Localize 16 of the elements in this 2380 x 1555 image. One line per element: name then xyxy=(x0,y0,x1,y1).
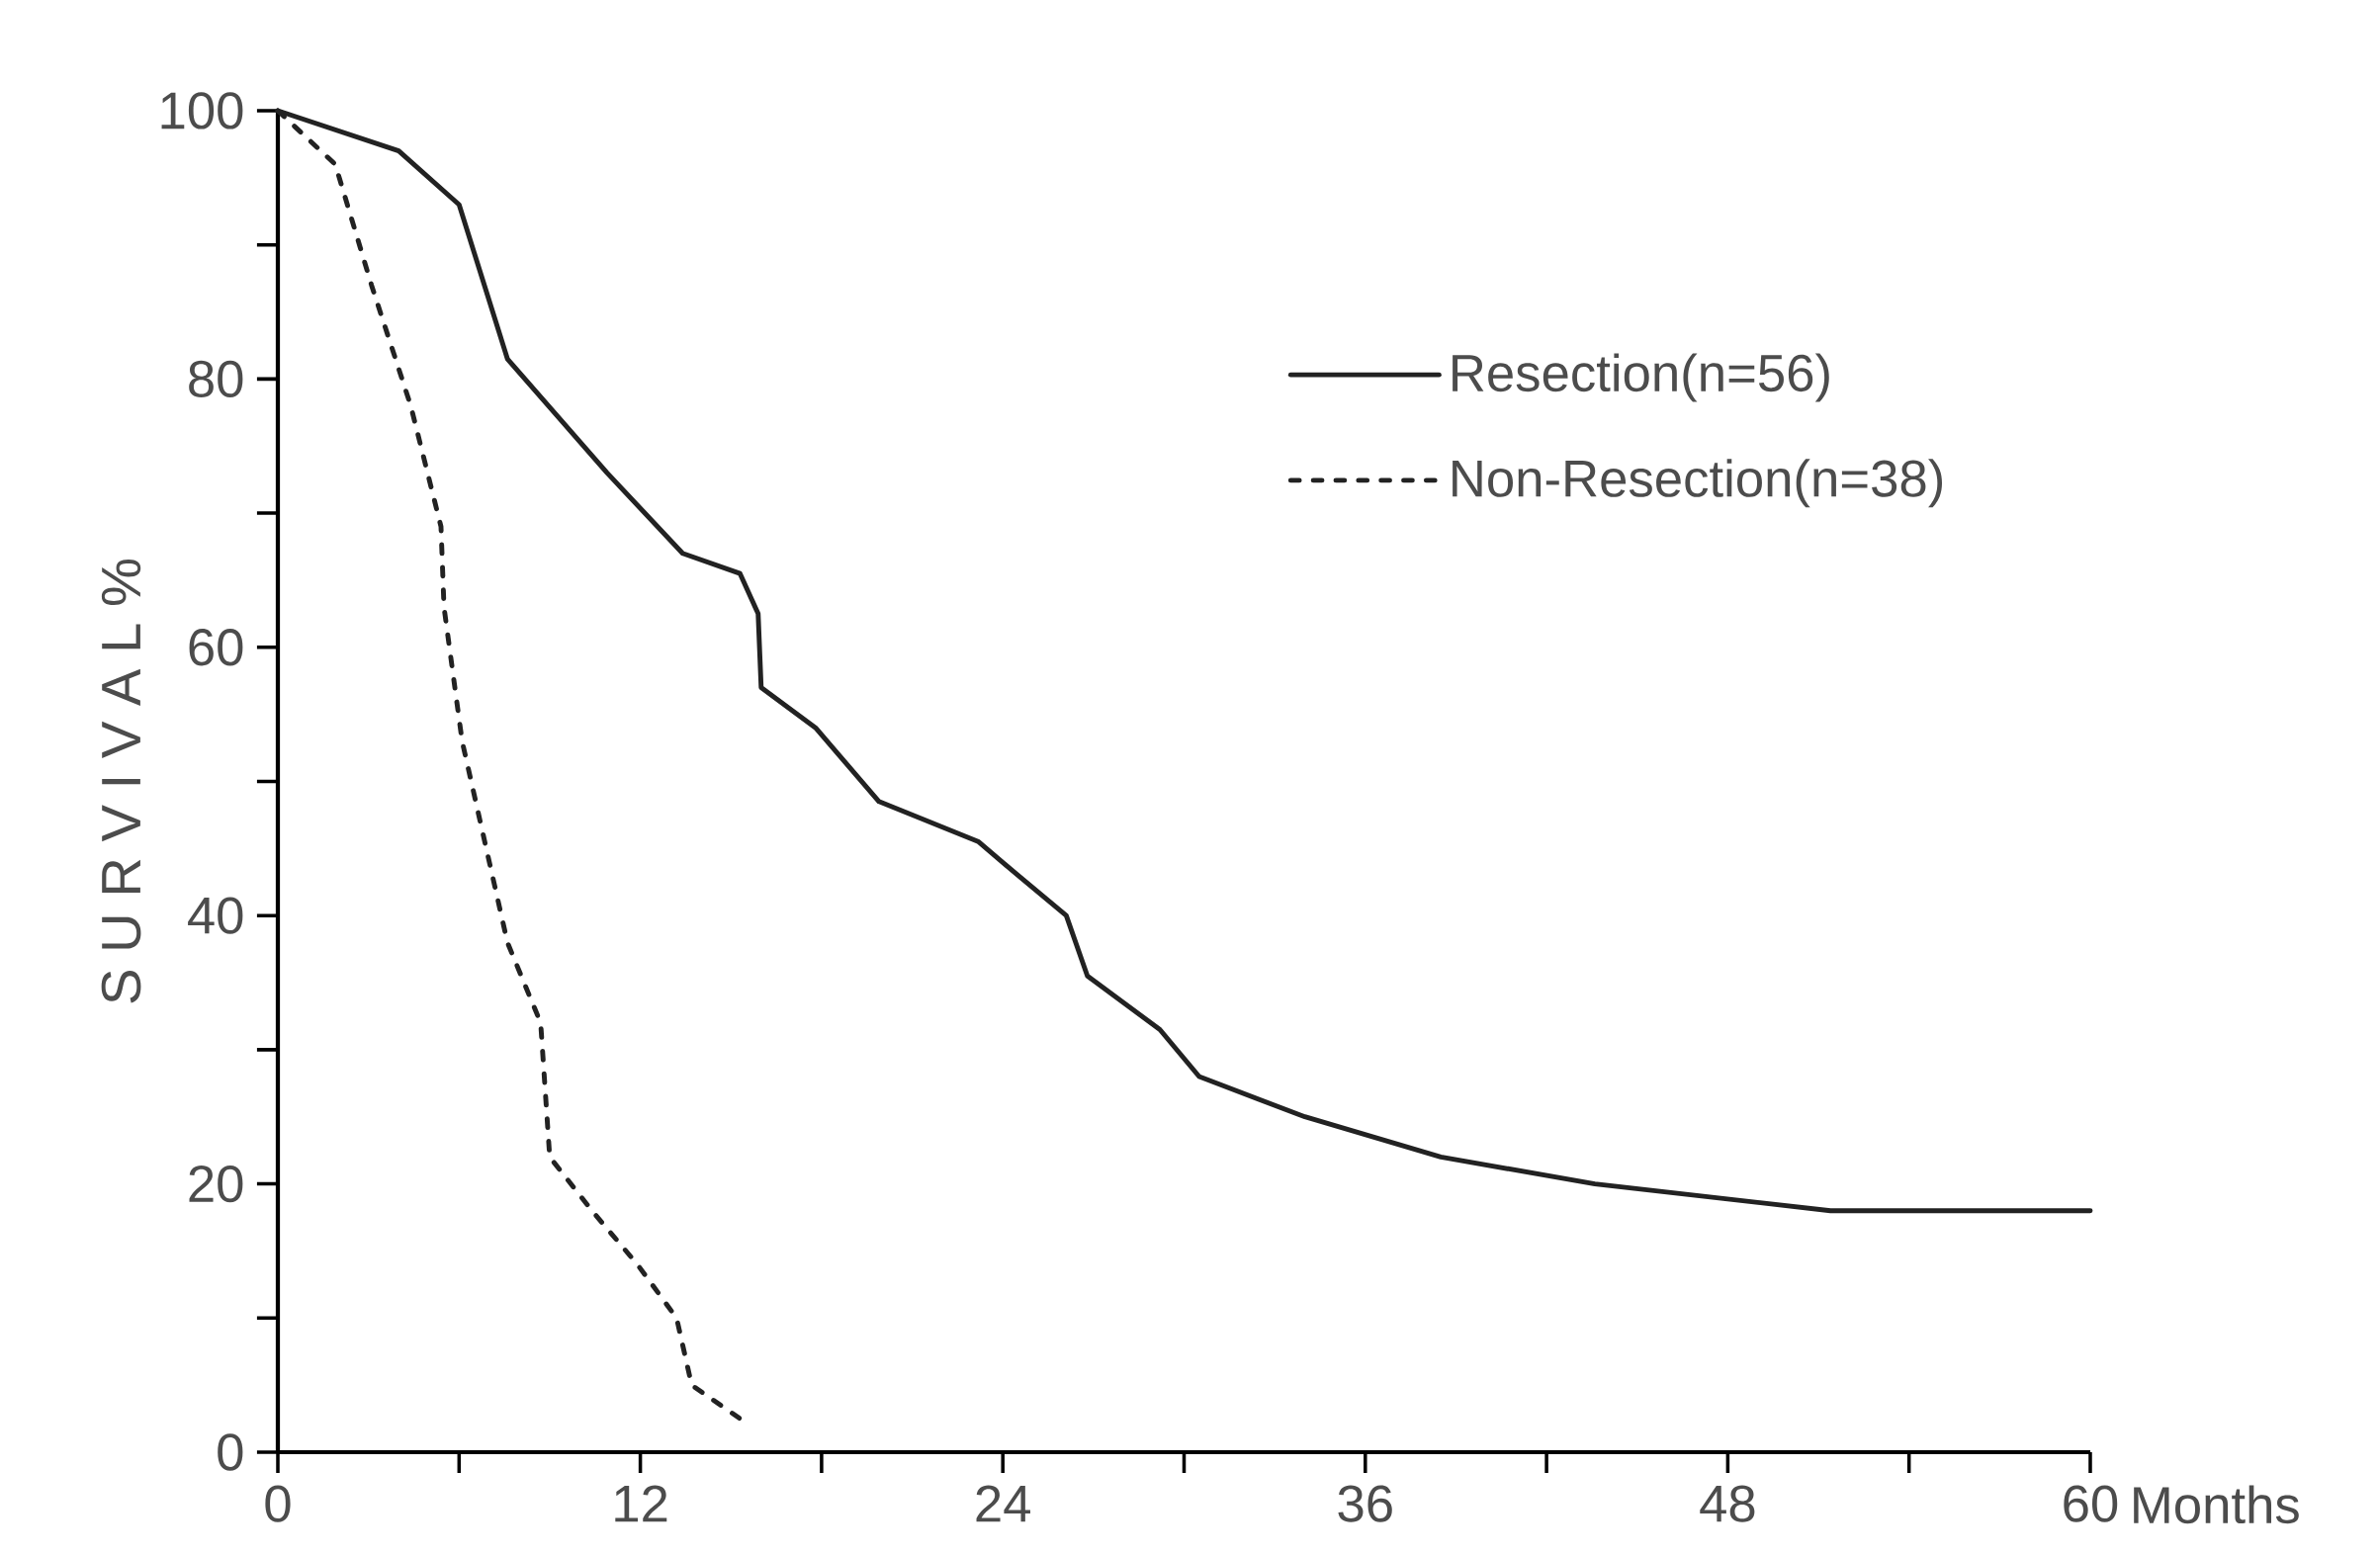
x-tick-label: 24 xyxy=(976,1485,1030,1522)
y-tick-label: 0 xyxy=(218,1433,243,1471)
legend-label: Non-Resection(n=38) xyxy=(1453,459,1943,508)
y-tick-label: 100 xyxy=(161,92,243,130)
x-tick-label: 12 xyxy=(615,1485,667,1522)
y-tick-label: 20 xyxy=(189,1165,243,1203)
x-axis-title: Months xyxy=(2134,1485,2299,1524)
y-tick-label: 80 xyxy=(189,360,243,398)
x-tick-label: 48 xyxy=(1700,1485,1755,1522)
y-tick-label: 60 xyxy=(189,629,243,666)
x-tick-label: 36 xyxy=(1338,1485,1392,1522)
legend-label: Resection(n=56) xyxy=(1453,353,1829,402)
x-tick-label: 60 xyxy=(2064,1485,2118,1522)
y-axis-title: S U R V I V A L % xyxy=(101,559,141,1003)
x-tick-label: 0 xyxy=(265,1485,291,1522)
y-tick-label: 40 xyxy=(188,897,243,934)
